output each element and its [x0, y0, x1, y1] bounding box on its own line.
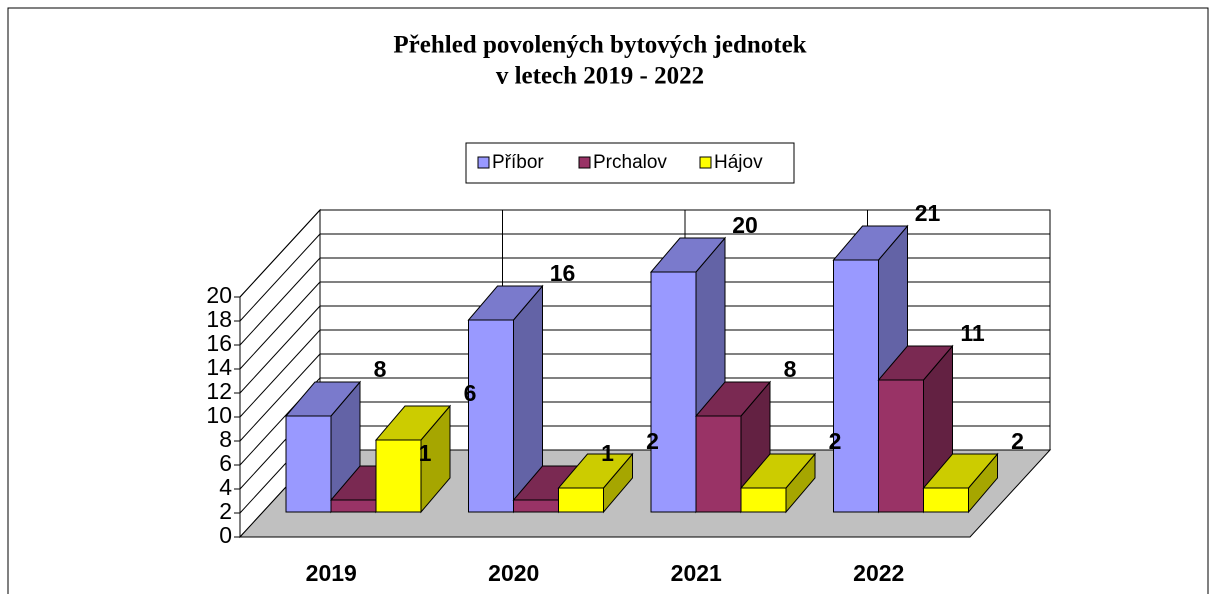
- x-tick-label: 2022: [853, 560, 904, 586]
- data-label: 8: [784, 356, 797, 382]
- legend-swatch: [699, 156, 712, 169]
- bar-top: [649, 237, 727, 273]
- data-label: 2: [646, 428, 659, 454]
- bar: [374, 404, 452, 514]
- bar-top: [877, 345, 954, 381]
- bar-front: [468, 319, 514, 513]
- bar-front: [558, 487, 604, 513]
- bar: [922, 452, 999, 514]
- legend-label: Příbor: [492, 152, 544, 173]
- y-tick-label: 6: [219, 450, 232, 476]
- bar-top: [557, 453, 634, 489]
- legend: [465, 142, 795, 184]
- y-tick-label: 12: [206, 378, 232, 404]
- data-label: 6: [464, 380, 477, 406]
- bar: [467, 284, 544, 514]
- y-tick-label: 14: [206, 354, 232, 380]
- bar-front: [285, 415, 332, 513]
- legend-label: Prchalov: [593, 152, 667, 173]
- x-tick-label: 2019: [306, 560, 357, 586]
- y-tick-label: 20: [206, 282, 232, 308]
- bar-front: [923, 487, 969, 513]
- bar-top: [922, 453, 999, 489]
- bar-front: [375, 439, 422, 513]
- y-tick-label: 10: [206, 402, 232, 428]
- y-tick-label: 8: [219, 426, 232, 452]
- data-label: 8: [374, 356, 387, 382]
- bar-front: [740, 487, 787, 513]
- y-tick-label: 2: [219, 498, 232, 524]
- x-tick-label: 2020: [488, 560, 539, 586]
- y-tick-label: 4: [219, 474, 232, 500]
- bar-top: [284, 381, 362, 417]
- y-tick-label: 0: [219, 522, 232, 548]
- bar-top: [832, 225, 909, 261]
- bar-front: [878, 379, 924, 513]
- y-tick-label: 16: [206, 330, 232, 356]
- bar-front: [833, 259, 879, 513]
- legend-swatch: [578, 156, 591, 169]
- grid-line: [239, 209, 321, 298]
- x-tick-label: 2021: [671, 560, 722, 586]
- grid-line: [239, 257, 321, 346]
- data-label: 1: [601, 440, 614, 466]
- data-label: 16: [550, 260, 576, 286]
- data-label: 2: [1011, 428, 1024, 454]
- bar-front: [695, 415, 742, 513]
- grid-line: [239, 233, 321, 322]
- bar-front: [513, 499, 559, 513]
- bar-front: [330, 499, 377, 513]
- legend-label: Hájov: [714, 152, 763, 173]
- bar-top: [374, 405, 452, 441]
- bar: [739, 452, 817, 514]
- bar-front: [650, 271, 697, 513]
- bar-top: [694, 381, 772, 417]
- grid-line: [239, 281, 321, 370]
- bar: [557, 452, 634, 514]
- y-tick-label: 18: [206, 306, 232, 332]
- data-label: 11: [960, 320, 985, 346]
- grid-line: [239, 353, 321, 442]
- data-label: 1: [419, 440, 432, 466]
- frame: [7, 7, 1209, 594]
- grid-line: [239, 305, 321, 394]
- data-label: 2: [829, 428, 842, 454]
- legend-swatch: [477, 156, 490, 169]
- data-label: 20: [732, 212, 758, 238]
- grid-line: [239, 329, 321, 418]
- data-label: 21: [915, 200, 941, 226]
- chart-title: v letech 2019 - 2022: [496, 63, 704, 90]
- bar-top: [739, 453, 817, 489]
- chart-title: Přehled povolených bytových jednotek: [393, 32, 806, 59]
- bar-top: [467, 285, 544, 321]
